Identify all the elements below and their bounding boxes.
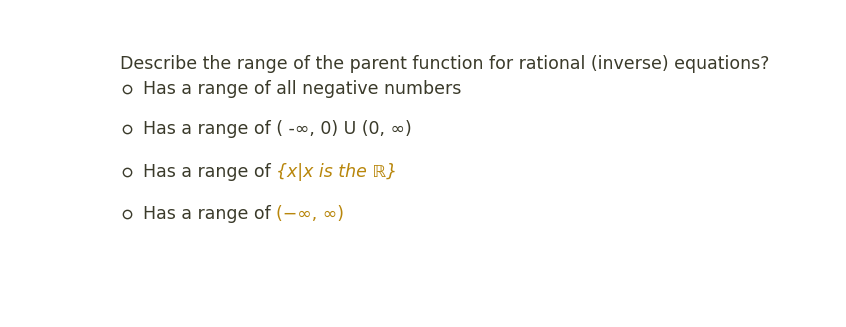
Text: Has a range of all negative numbers: Has a range of all negative numbers (143, 79, 461, 97)
Text: Has a range of ( -∞, 0) U (0, ∞): Has a range of ( -∞, 0) U (0, ∞) (143, 120, 412, 138)
Text: Has a range of: Has a range of (143, 205, 276, 223)
Text: {x|x is the ℝ}: {x|x is the ℝ} (276, 163, 398, 181)
Text: Has a range of: Has a range of (143, 163, 276, 181)
Text: Describe the range of the parent function for rational (inverse) equations?: Describe the range of the parent functio… (119, 55, 769, 73)
Text: (−∞, ∞): (−∞, ∞) (276, 205, 344, 223)
